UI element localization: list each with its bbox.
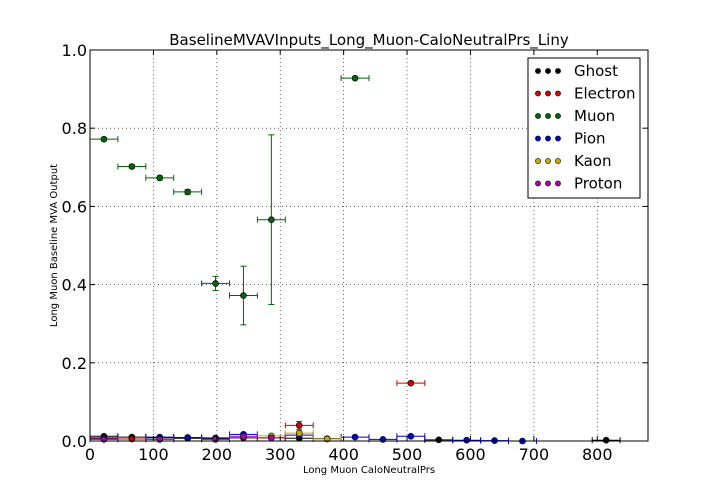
legend-label: Kaon — [574, 152, 611, 170]
legend-marker — [545, 68, 551, 74]
data-marker — [351, 74, 359, 82]
legend-item-electron: Electron — [535, 85, 636, 103]
legend-label: Ghost — [574, 62, 618, 80]
legend-item-pion: Pion — [535, 130, 606, 148]
data-point — [201, 275, 230, 291]
data-marker — [240, 433, 247, 440]
data-marker — [212, 280, 219, 287]
data-point — [229, 265, 258, 326]
legend-label: Electron — [574, 85, 636, 103]
data-marker — [212, 436, 219, 443]
data-point — [117, 163, 147, 170]
data-marker — [295, 422, 303, 429]
data-point — [256, 434, 286, 442]
legend-marker — [535, 180, 541, 187]
data-point — [396, 433, 426, 440]
legend-marker — [555, 90, 561, 97]
legend-item-ghost: Ghost — [535, 62, 618, 80]
y-tick-label: 0.6 — [62, 197, 87, 216]
legend-marker — [535, 90, 541, 97]
data-marker — [379, 436, 387, 443]
legend-item-muon: Muon — [535, 107, 615, 125]
data-marker — [156, 174, 164, 182]
data-point — [229, 433, 258, 440]
data-point — [284, 429, 314, 437]
legend-item-kaon: Kaon — [535, 152, 611, 170]
chart-title: BaselineMVAVInputs_Long_Muon-CaloNeutral… — [169, 31, 569, 50]
ticks: 0 100 200 300 400 500 600 700 800 0.0 0.2 0.4 0.6 0.8… — [62, 41, 648, 464]
data-marker — [100, 135, 108, 143]
data-marker — [156, 436, 164, 443]
x-tick-label: 200 — [202, 445, 233, 464]
legend-marker — [545, 90, 551, 97]
legend-item-proton: Proton — [535, 175, 622, 193]
data-layer — [89, 74, 621, 445]
data-point — [340, 74, 370, 82]
x-tick-label: 300 — [265, 445, 296, 464]
x-tick-label: 500 — [392, 445, 423, 464]
legend-marker — [545, 135, 551, 142]
data-point — [145, 174, 175, 182]
x-tick-label: 600 — [455, 445, 486, 464]
x-tick-label: 0 — [85, 445, 95, 464]
legend-marker — [555, 113, 561, 119]
legend: Ghost Electron Muon Pion Kaon Proton — [527, 57, 641, 199]
legend-marker — [535, 113, 541, 119]
data-marker — [351, 433, 359, 441]
y-tick-label: 1.0 — [62, 41, 87, 60]
y-tick-label: 0.0 — [62, 432, 87, 451]
data-marker — [602, 436, 610, 444]
data-marker — [100, 436, 108, 443]
data-point — [173, 188, 203, 196]
y-tick-label: 0.2 — [62, 354, 87, 373]
data-marker — [435, 436, 443, 444]
legend-marker — [535, 135, 541, 142]
data-marker — [268, 216, 275, 223]
data-marker — [295, 429, 303, 437]
x-tick-label: 700 — [519, 445, 550, 464]
y-axis-title: Long Muon Baseline MVA Output — [49, 164, 60, 327]
data-marker — [184, 434, 191, 441]
legend-marker — [555, 180, 561, 187]
y-tick-label: 0.8 — [62, 119, 87, 138]
legend-label: Muon — [574, 107, 615, 125]
x-axis-title: Long Muon CaloNeutralPrs — [303, 465, 435, 476]
legend-marker — [555, 135, 561, 142]
legend-marker — [545, 158, 551, 164]
legend-marker — [535, 68, 541, 74]
legend-marker — [545, 180, 551, 187]
x-tick-label: 100 — [138, 445, 169, 464]
x-tick-label: 400 — [328, 445, 359, 464]
legend-label: Pion — [574, 130, 606, 148]
data-point — [256, 134, 286, 306]
data-marker — [463, 436, 470, 444]
data-marker — [407, 433, 415, 440]
legend-box — [527, 57, 641, 199]
data-marker — [184, 188, 191, 196]
data-point — [396, 379, 426, 387]
legend-marker — [555, 158, 561, 164]
legend-marker — [545, 113, 551, 119]
data-marker — [128, 163, 136, 170]
legend-label: Proton — [574, 175, 622, 193]
legend-marker — [535, 158, 541, 164]
data-point — [284, 420, 314, 430]
data-marker — [240, 292, 247, 299]
data-marker — [407, 379, 415, 387]
legend-marker — [555, 68, 561, 74]
plot-frame — [89, 49, 649, 442]
y-tick-label: 0.4 — [62, 276, 87, 295]
x-tick-label: 800 — [582, 445, 613, 464]
data-marker — [268, 434, 275, 442]
